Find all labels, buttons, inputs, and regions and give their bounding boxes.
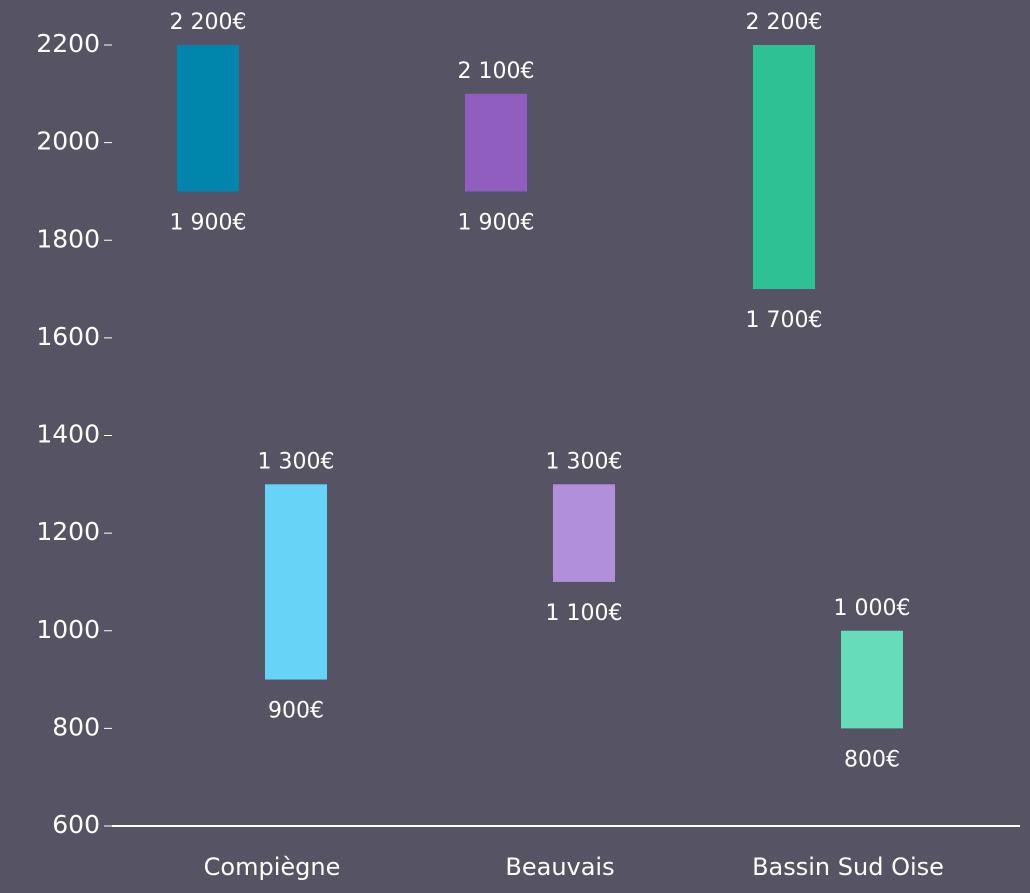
- bar: [265, 484, 327, 680]
- value-label: 1 700€: [746, 308, 823, 333]
- y-tick-label: 600: [52, 810, 100, 839]
- value-label: 1 300€: [546, 449, 623, 474]
- value-label: 2 100€: [458, 59, 535, 84]
- value-label: 1 900€: [458, 210, 535, 235]
- value-label: 2 200€: [746, 10, 823, 35]
- x-tick-label: Beauvais: [505, 853, 614, 881]
- bar: [753, 45, 815, 290]
- y-tick-label: 800: [52, 712, 100, 741]
- y-tick-label: 1800: [36, 224, 100, 253]
- value-label: 1 900€: [170, 210, 247, 235]
- y-tick-label: 1600: [36, 322, 100, 351]
- value-label: 900€: [268, 699, 324, 724]
- y-tick-label: 2000: [36, 127, 100, 156]
- bar: [841, 630, 903, 729]
- value-label: 1 000€: [834, 596, 911, 621]
- bar: [177, 45, 239, 192]
- value-label: 2 200€: [170, 10, 247, 35]
- value-label: 1 100€: [546, 601, 623, 626]
- y-tick-label: 2200: [36, 29, 100, 58]
- value-label: 800€: [844, 747, 900, 772]
- x-tick-label: Compiègne: [204, 853, 341, 881]
- y-tick-label: 1000: [36, 615, 100, 644]
- bar: [465, 93, 527, 192]
- bar: [553, 484, 615, 582]
- value-label: 1 300€: [258, 449, 335, 474]
- y-tick-label: 1400: [36, 420, 100, 449]
- y-tick-label: 1200: [36, 517, 100, 546]
- x-tick-label: Bassin Sud Oise: [752, 853, 944, 881]
